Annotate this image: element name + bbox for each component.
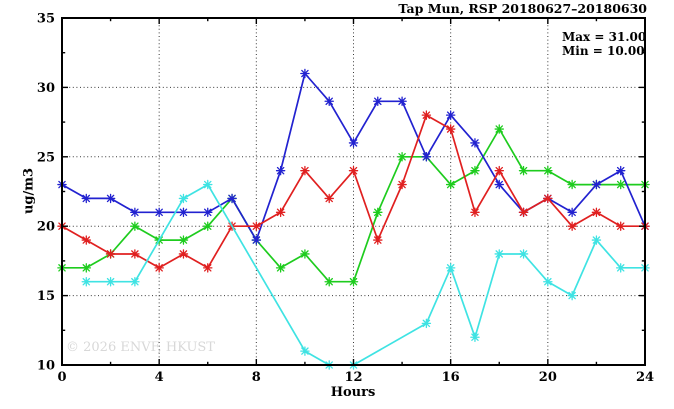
y-tick-label: 10 bbox=[37, 359, 55, 374]
x-tick-label: 24 bbox=[636, 370, 654, 385]
y-tick-label: 30 bbox=[37, 81, 55, 96]
gridlines bbox=[62, 18, 645, 365]
y-tick-label: 20 bbox=[37, 220, 55, 235]
series-blue-markers bbox=[57, 68, 650, 245]
max-value-label: Max = 31.00 bbox=[562, 30, 647, 44]
chart-title: Tap Mun, RSP 20180627–20180630 bbox=[398, 1, 647, 16]
axis-ticks bbox=[61, 17, 646, 366]
series-cyan-line bbox=[85, 183, 646, 366]
x-tick-label: 8 bbox=[252, 370, 261, 385]
maxmin-annotation: Max = 31.00 Min = 10.00 bbox=[562, 30, 646, 58]
tick-labels: 0 4 8 12 16 20 24 10 15 20 25 30 35 bbox=[37, 12, 654, 386]
x-tick-label: 20 bbox=[539, 370, 557, 385]
x-tick-label: 4 bbox=[155, 370, 164, 385]
series-blue bbox=[57, 68, 650, 245]
y-axis-label: ug/m3 bbox=[21, 167, 37, 215]
x-tick-label: 16 bbox=[442, 370, 460, 385]
x-tick-label: 12 bbox=[344, 370, 362, 385]
y-tick-label: 25 bbox=[37, 150, 55, 165]
series-cyan-markers bbox=[81, 179, 650, 370]
series-blue-line bbox=[61, 72, 646, 241]
x-axis-label: Hours bbox=[330, 385, 376, 400]
min-value-label: Min = 10.00 bbox=[562, 44, 645, 58]
series-cyan bbox=[81, 179, 650, 370]
x-tick-label: 0 bbox=[57, 370, 66, 385]
y-tick-label: 35 bbox=[37, 12, 55, 27]
y-tick-label: 15 bbox=[37, 289, 55, 304]
watermark: © 2026 ENVF, HKUST bbox=[66, 340, 215, 355]
